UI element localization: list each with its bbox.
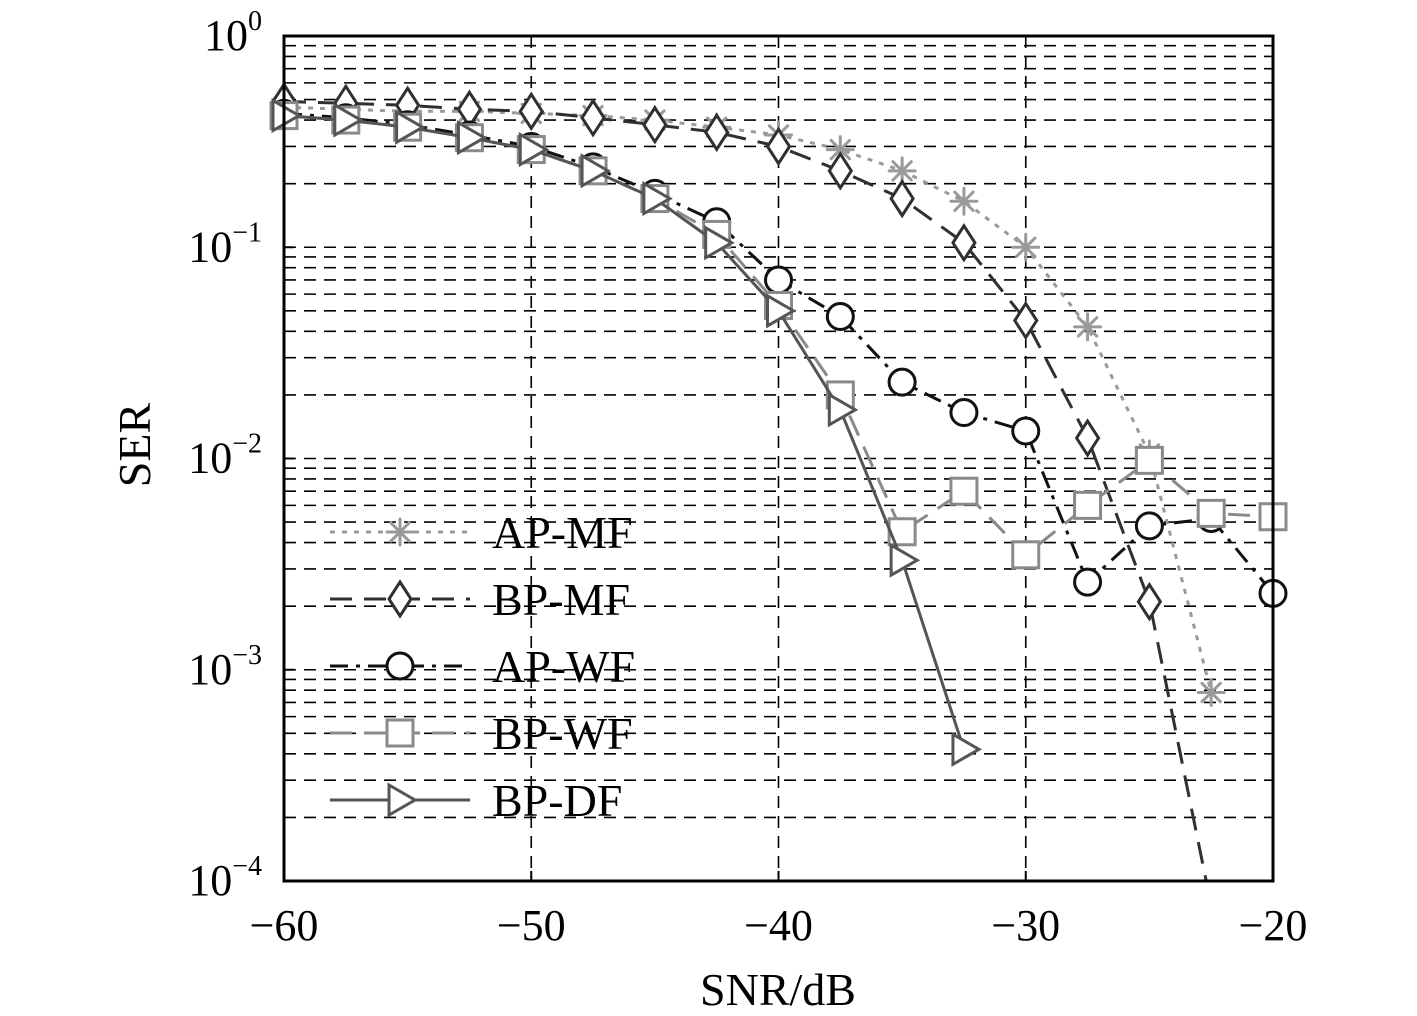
data-point-bp-df [951, 731, 982, 767]
series-bp-mf [271, 81, 1208, 882]
data-point-ap-wf [949, 398, 979, 428]
x-tick-label: −30 [991, 901, 1060, 950]
data-point-bp-df [642, 180, 673, 217]
data-point-ap-wf [1073, 567, 1103, 597]
x-tick-label: −40 [744, 901, 813, 950]
data-point-bp-df [395, 109, 426, 145]
legend-label: BP-WF [492, 708, 633, 759]
data-point-bp-mf [642, 105, 668, 145]
data-point-ap-wf [887, 367, 917, 397]
legend-label: AP-WF [492, 641, 635, 692]
data-point-ap-mf [949, 186, 979, 216]
legend-entry-bp-mf: BP-MF [330, 574, 630, 625]
series-ap-mf [269, 92, 1226, 708]
legend-marker [385, 517, 415, 547]
data-point-bp-mf [703, 112, 730, 153]
legend-entry-bp-df: BP-DF [330, 775, 622, 826]
data-point-ap-mf [1011, 232, 1041, 262]
data-point-bp-mf [1074, 418, 1101, 458]
y-tick-label: 10−3 [188, 640, 262, 694]
data-point-bp-df [333, 102, 364, 138]
data-point-ap-wf [764, 265, 793, 295]
data-point-bp-mf [1012, 300, 1039, 341]
data-point-bp-mf [827, 151, 854, 191]
data-point-bp-mf [518, 91, 545, 132]
data-point-bp-mf [1136, 581, 1163, 622]
data-point-ap-mf [825, 135, 855, 165]
legend-marker [385, 651, 415, 681]
y-tick-label: 10−2 [188, 429, 262, 483]
data-point-bp-df [271, 97, 303, 134]
grid [283, 36, 1274, 881]
data-point-ap-wf [1011, 416, 1041, 446]
data-point-bp-df [766, 293, 797, 329]
data-point-bp-df [580, 153, 612, 189]
x-tick-label: −20 [1239, 901, 1308, 950]
y-tick-label: 10−1 [188, 217, 262, 271]
legend-entry-ap-mf: AP-MF [330, 507, 633, 558]
x-tick-label: −60 [250, 901, 319, 950]
data-point-bp-wf [1196, 498, 1226, 528]
data-point-bp-df [456, 120, 488, 156]
data-point-bp-mf [765, 126, 792, 167]
data-point-ap-wf [1134, 511, 1164, 541]
data-point-bp-df [704, 225, 735, 261]
data-point-bp-mf [580, 98, 606, 138]
data-point-bp-wf [1134, 445, 1164, 475]
axis-ticks: −60 −50 −40 −30 −20 100 10−1 10−2 10−3 10−4 [188, 6, 1307, 950]
data-point-bp-wf [1073, 490, 1103, 520]
data-point-bp-mf [951, 223, 977, 263]
data-point-bp-wf [949, 476, 979, 506]
legend-label: AP-MF [492, 507, 633, 558]
data-point-bp-df [889, 542, 921, 578]
data-point-ap-wf [825, 302, 855, 332]
legend-label: BP-DF [492, 775, 622, 826]
series-line-ap-mf [283, 105, 1213, 693]
data-point-ap-mf [1073, 312, 1103, 342]
series-layer [269, 81, 1288, 882]
y-axis-label: SER [109, 403, 160, 488]
x-axis-label: SNR/dB [700, 964, 856, 1015]
legend-entry-bp-wf: BP-WF [330, 708, 633, 759]
data-point-ap-mf [1196, 678, 1226, 708]
data-point-bp-df [827, 392, 859, 428]
x-tick-label: −50 [497, 901, 566, 950]
data-point-bp-df [518, 131, 550, 168]
legend-entry-ap-wf: AP-WF [330, 641, 635, 692]
data-point-bp-mf [889, 178, 915, 219]
data-point-bp-wf [1011, 540, 1041, 570]
series-line-bp-mf [283, 99, 1208, 882]
y-tick-label: 10−4 [188, 851, 262, 905]
legend-marker [385, 718, 415, 748]
y-tick-label: 100 [204, 6, 262, 60]
series-bp-df [271, 97, 982, 767]
legend-marker [387, 782, 419, 818]
legend: AP-MF BP-MF AP-WF BP-WF BP-DF [330, 507, 635, 826]
legend-label: BP-MF [492, 574, 630, 625]
legend-marker [387, 579, 413, 619]
